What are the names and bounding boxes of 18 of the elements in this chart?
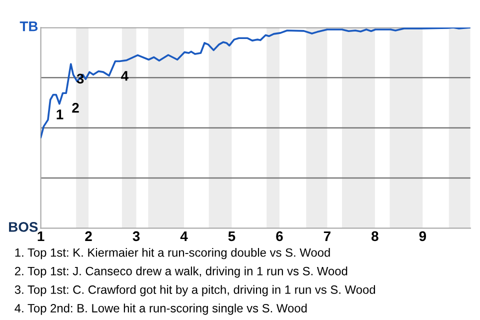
text: BOS: [9, 222, 38, 232]
annotation: 1: [56, 110, 64, 120]
text: 3. Top 1st: C. Crawford got hit by a pitch, driving in 1 run vs S. Wood: [14, 285, 376, 296]
text: 2. Top 1st: J. Canseco drew a walk, driving in 1 run vs S. Wood: [15, 266, 348, 278]
x-tick-label: 6: [276, 231, 283, 242]
x-tick-label: 1: [38, 231, 44, 242]
text: TB: [20, 22, 38, 32]
x-tick-label: 3: [132, 231, 140, 242]
annotation: 4: [121, 71, 128, 81]
text: 1. Top 1st: K. Kiermaier hit a run-scoring double vs S. Wood: [15, 248, 330, 260]
x-tick-label: 9: [419, 231, 426, 242]
text: 4. Top 2nd: B. Lowe hit a run-scoring single vs S. Wood: [14, 304, 307, 315]
x-tick-label: 4: [180, 231, 188, 242]
x-tick-label: 5: [228, 231, 236, 242]
x-tick-label: 7: [324, 231, 330, 242]
annotation: 2: [72, 102, 79, 113]
x-tick-label: 2: [85, 231, 92, 242]
x-tick-label: 8: [372, 231, 378, 242]
